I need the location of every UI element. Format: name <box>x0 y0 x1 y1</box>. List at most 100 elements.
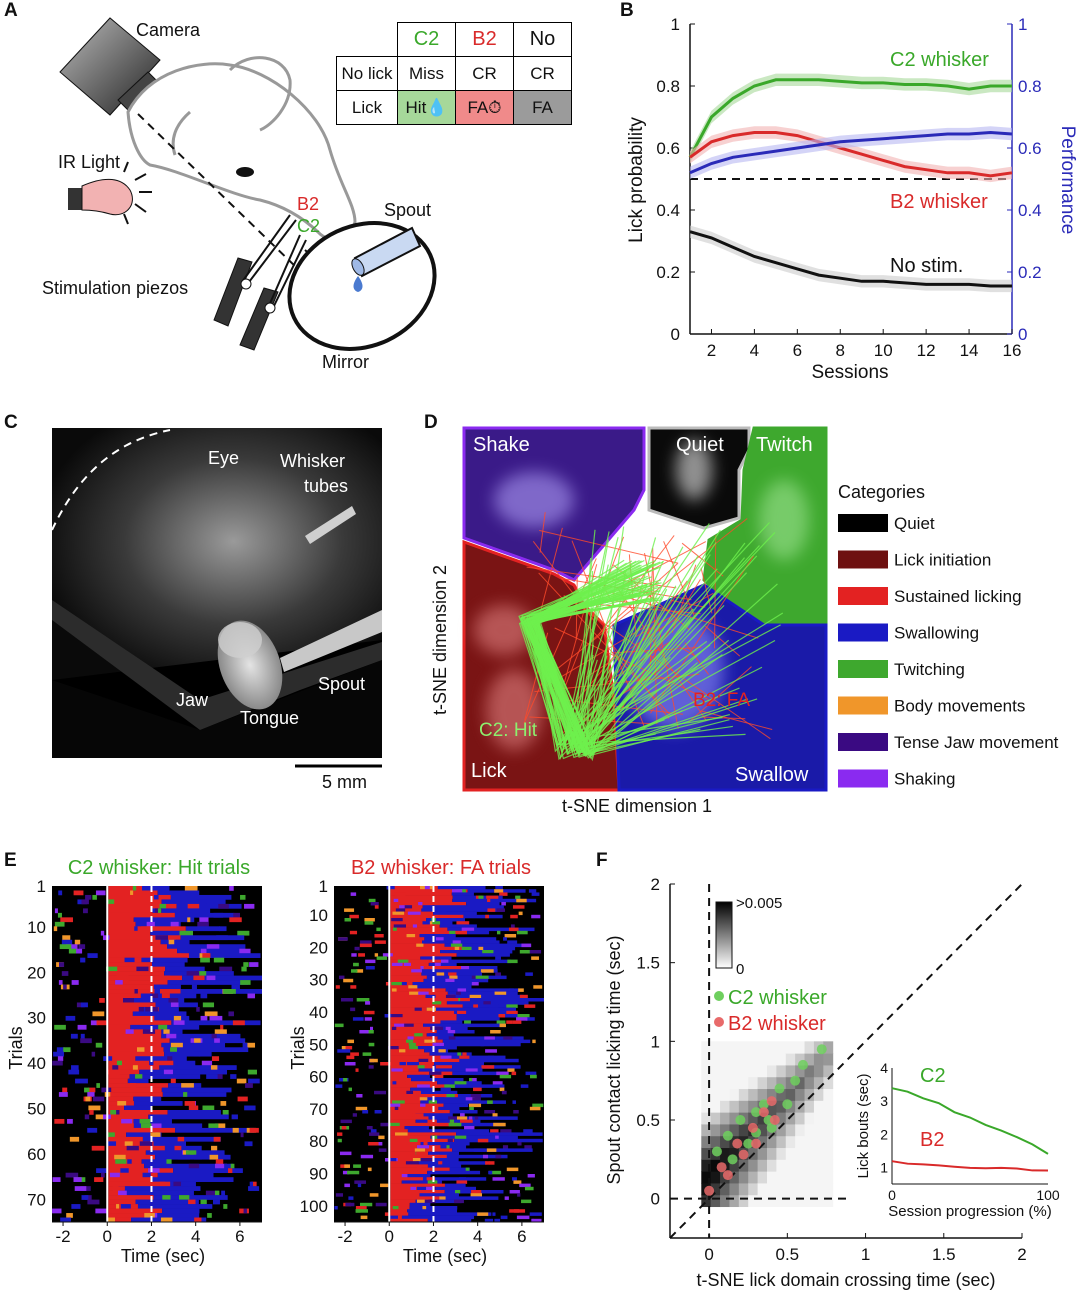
density-cell <box>701 1123 712 1137</box>
raster-swallow <box>416 985 472 989</box>
raster-lick <box>390 1014 457 1018</box>
raster-swallow <box>159 1065 237 1070</box>
raster-event <box>149 1060 154 1066</box>
panel-d-tsne: Quiet Lick initiation Sustained licking Swa… <box>462 426 1059 792</box>
raster-event <box>57 912 62 918</box>
camera-label: Camera <box>136 20 201 40</box>
raster-event <box>364 1017 372 1021</box>
density-cell <box>813 1147 824 1160</box>
c2-point <box>790 1075 801 1086</box>
raster-event <box>513 1110 519 1114</box>
colorbar <box>715 901 733 969</box>
raster-event <box>61 971 69 976</box>
raster-event <box>335 1193 344 1197</box>
raster-event <box>487 1055 494 1060</box>
panel-c-photo <box>51 428 382 768</box>
density-cell <box>710 1123 721 1137</box>
raster-event <box>335 1084 343 1088</box>
raster-swallow <box>428 1151 459 1156</box>
raster-event <box>184 886 198 891</box>
raster-event <box>509 1190 520 1194</box>
raster-event <box>419 1097 428 1101</box>
y-tick-label: 40 <box>27 1054 46 1073</box>
raster-event <box>393 924 407 928</box>
density-cell <box>701 1088 712 1101</box>
raster-event <box>438 1049 446 1053</box>
raster-event <box>214 1029 227 1035</box>
raster-lick <box>390 1132 457 1136</box>
spout-label-c: Spout <box>318 674 366 694</box>
raster-lick <box>390 1017 457 1021</box>
raster-event <box>244 903 255 909</box>
x-axis-label: Time (sec) <box>403 1246 487 1266</box>
raster-swallow <box>175 1127 255 1133</box>
raster-swallow <box>118 1186 201 1191</box>
raster-lick <box>108 1127 176 1133</box>
inset-b2-label: B2 <box>920 1129 944 1151</box>
raster-event <box>393 898 399 903</box>
panel-label-e: E <box>4 850 17 871</box>
raster-event <box>135 1074 143 1079</box>
raster-event <box>198 971 207 976</box>
raster-event <box>441 959 449 964</box>
density-cell <box>785 1064 796 1078</box>
raster-event <box>469 1078 473 1082</box>
raster-lick <box>390 994 455 999</box>
raster-swallow <box>448 1084 505 1088</box>
raster-event <box>404 1023 414 1028</box>
raster-swallow <box>449 1110 478 1114</box>
raster-event <box>521 943 532 948</box>
raster-event <box>69 1136 80 1142</box>
raster-event <box>80 1033 85 1039</box>
density-cell <box>776 1112 787 1125</box>
density-cell <box>710 1100 721 1113</box>
raster-event <box>508 927 519 932</box>
raster-event <box>448 1122 462 1127</box>
raster-event <box>77 1024 87 1030</box>
raster-lick <box>108 1015 155 1021</box>
raster-event <box>496 930 501 935</box>
raster-swallow <box>139 1069 228 1075</box>
raster-event <box>334 1206 338 1210</box>
raster-event <box>130 890 134 896</box>
raster-event <box>125 1029 134 1035</box>
raster-swallow <box>441 1026 468 1031</box>
raster-lick <box>390 1110 450 1114</box>
raster-swallow <box>419 1193 459 1197</box>
raster-lick <box>390 1218 428 1223</box>
raster-event <box>518 988 524 992</box>
legend-swatch <box>838 623 888 642</box>
raster-event <box>101 1172 105 1178</box>
raster-event <box>504 1196 509 1200</box>
c2-label: C2 <box>297 216 321 236</box>
raster-event <box>350 892 357 896</box>
raster-swallow <box>129 1074 201 1079</box>
raster-event <box>394 892 406 896</box>
series-line-3 <box>689 130 1013 175</box>
raster-event <box>399 1062 406 1066</box>
raster-swallow <box>177 948 241 954</box>
raster-swallow <box>415 1119 481 1124</box>
raster-lick <box>390 1183 445 1188</box>
raster-event <box>425 994 436 999</box>
y-tick-label: 1.5 <box>636 954 660 973</box>
raster-swallow <box>162 1208 200 1214</box>
density-cell <box>785 1135 796 1149</box>
raster-swallow <box>157 1172 214 1178</box>
raster-event <box>202 953 211 958</box>
b2-trajectory <box>700 716 746 720</box>
raster-event <box>92 1011 105 1017</box>
density-cell <box>823 1194 834 1208</box>
raster-event <box>200 1199 207 1205</box>
density-cell <box>738 1053 749 1066</box>
density-cell <box>701 1064 712 1078</box>
inset-series-0 <box>891 1087 1049 1155</box>
density-cell <box>710 1112 721 1125</box>
raster-swallow <box>416 1186 477 1191</box>
raster-event <box>364 918 375 922</box>
raster-event <box>406 1090 418 1095</box>
y-tick-label-right: 1 <box>1018 15 1027 34</box>
density-cell <box>804 1041 815 1054</box>
raster-event <box>439 1196 446 1200</box>
raster-lick <box>108 939 161 945</box>
